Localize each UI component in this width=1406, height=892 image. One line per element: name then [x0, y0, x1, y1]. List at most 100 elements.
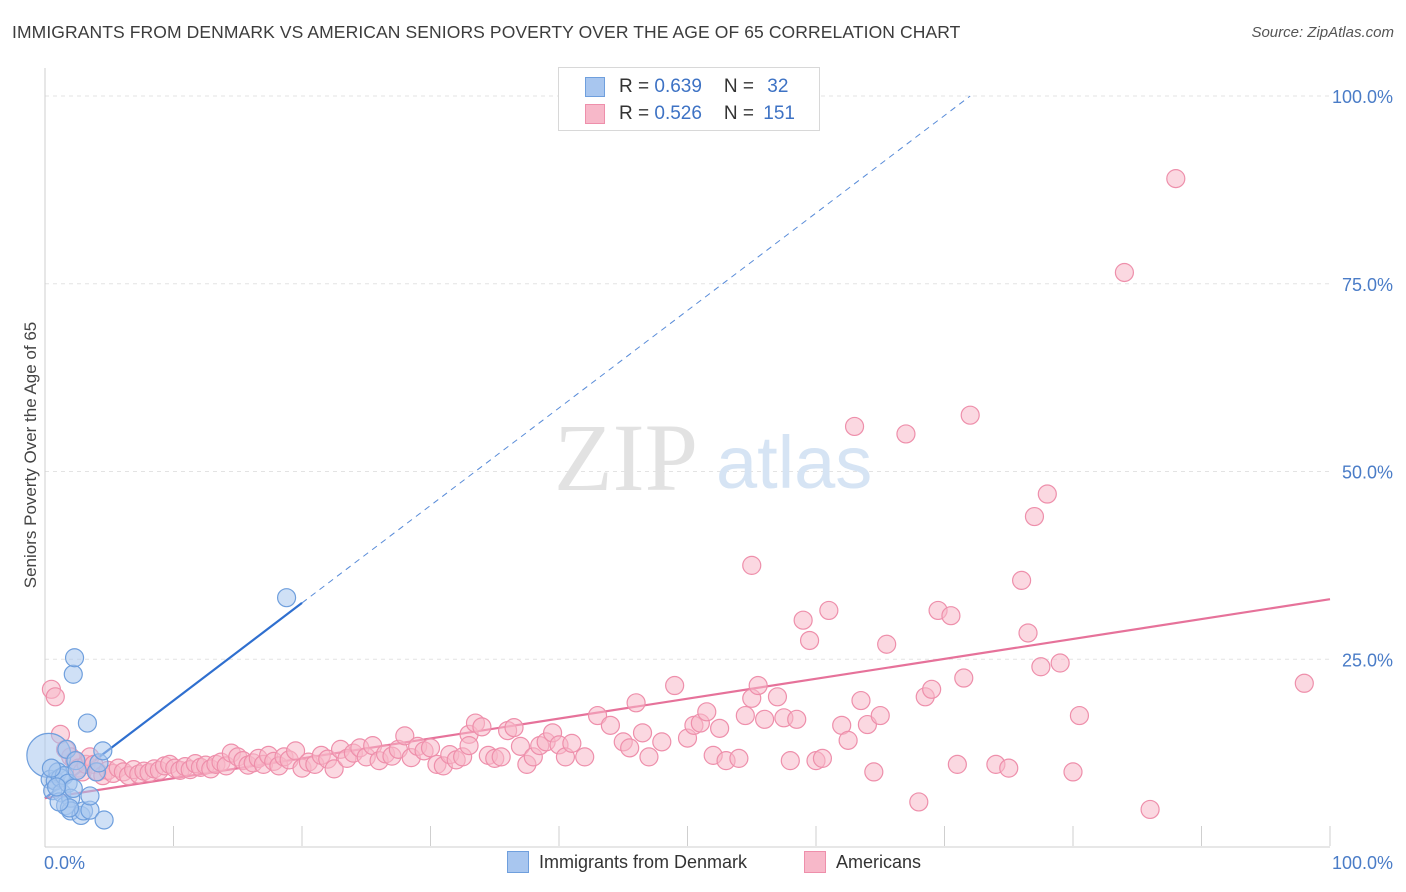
americans-point	[870, 705, 890, 726]
chart-source: Source: ZipAtlas.com	[1251, 24, 1394, 41]
legend-n-label: N =	[723, 103, 760, 124]
legend-row-americans: R = 0.526 N = 151	[585, 101, 795, 127]
x-tick-label: 0.0%	[44, 853, 85, 873]
legend-swatch-denmark	[585, 77, 605, 97]
americans-point	[620, 738, 640, 758]
bottom-legend-swatch-denmark	[507, 851, 529, 873]
denmark-point	[94, 810, 114, 830]
y-tick-label: 75.0%	[1342, 275, 1393, 295]
denmark-point	[93, 741, 113, 761]
chart-title: IMMIGRANTS FROM DENMARK VS AMERICAN SENI…	[12, 22, 961, 42]
americans-point	[1063, 762, 1083, 782]
americans-point	[324, 759, 344, 779]
americans-point	[742, 555, 762, 575]
americans-point	[395, 726, 415, 746]
americans-point	[864, 762, 884, 782]
trend-line-extension	[301, 95, 971, 604]
grid-lines	[45, 95, 1330, 660]
americans-point	[780, 751, 800, 771]
americans-point	[600, 715, 621, 735]
americans-point	[754, 709, 775, 729]
americans-point	[1069, 705, 1090, 726]
americans-point	[472, 717, 492, 737]
data-points	[26, 169, 1314, 830]
americans-point	[697, 702, 717, 722]
americans-point	[45, 687, 65, 707]
x-tick-label: 100.0%	[1332, 853, 1393, 873]
denmark-point	[64, 648, 85, 668]
y-tick-label: 100.0%	[1332, 87, 1393, 107]
americans-point	[748, 675, 768, 696]
legend-r-value: 0.639	[654, 76, 702, 97]
watermark-zip: ZIP	[554, 404, 698, 511]
americans-point	[799, 630, 820, 651]
y-tick-label: 25.0%	[1342, 650, 1393, 670]
americans-point	[652, 732, 672, 752]
americans-point	[838, 730, 858, 750]
legend-n-label: N =	[723, 76, 760, 97]
americans-point	[562, 733, 582, 753]
americans-point	[1024, 506, 1045, 527]
bottom-legend-label-denmark: Immigrants from Denmark	[539, 851, 748, 872]
americans-point	[504, 717, 524, 738]
americans-point	[575, 747, 595, 767]
americans-point	[1140, 799, 1160, 820]
americans-point	[767, 687, 788, 707]
y-tick-label: 50.0%	[1342, 463, 1393, 483]
americans-point	[710, 718, 730, 738]
americans-point	[510, 736, 531, 756]
americans-point	[954, 668, 974, 688]
americans-point	[587, 705, 608, 726]
americans-point	[851, 690, 871, 711]
americans-point	[665, 675, 685, 696]
americans-point	[735, 705, 755, 726]
watermark: ZIP atlas	[554, 404, 872, 511]
americans-point	[1050, 653, 1070, 673]
legend-r-label: R =	[619, 103, 655, 124]
legend-row-denmark: R = 0.639 N = 32	[585, 74, 788, 100]
y-axis-label: Seniors Poverty Over the Age of 65	[21, 322, 40, 588]
americans-point	[632, 723, 653, 743]
americans-point	[896, 424, 916, 444]
watermark-atlas: atlas	[716, 421, 872, 504]
americans-point	[812, 748, 833, 768]
americans-point	[999, 758, 1019, 778]
legend-r-label: R =	[619, 76, 655, 97]
americans-point	[909, 792, 929, 812]
denmark-point	[63, 778, 83, 799]
americans-point	[960, 405, 980, 425]
americans-point	[1294, 673, 1314, 693]
legend-swatch-americans	[585, 104, 605, 124]
americans-point	[941, 606, 961, 626]
americans-point	[1018, 623, 1038, 643]
bottom-legend-americans: Americans	[804, 851, 921, 873]
legend-n-value: 32	[767, 76, 789, 97]
americans-point	[1031, 657, 1051, 677]
americans-point	[793, 610, 813, 630]
denmark-point	[276, 588, 297, 608]
denmark-point	[80, 786, 100, 806]
legend-n-value: 151	[763, 103, 795, 124]
americans-point	[459, 736, 479, 756]
denmark-point	[46, 777, 67, 797]
americans-point	[819, 600, 839, 621]
americans-point	[1011, 570, 1032, 590]
axes	[44, 68, 1331, 848]
denmark-point	[77, 713, 98, 733]
americans-point	[285, 741, 306, 761]
americans-point	[729, 748, 749, 768]
americans-point	[844, 416, 865, 437]
americans-point	[947, 754, 967, 774]
denmark-point	[41, 758, 62, 778]
denmark-point	[63, 664, 83, 684]
americans-point	[420, 738, 441, 758]
bottom-legend-label-americans: Americans	[836, 851, 922, 872]
americans-point	[639, 747, 659, 767]
americans-point	[1037, 484, 1057, 504]
denmark-point	[67, 760, 87, 780]
americans-point	[491, 747, 511, 767]
americans-point	[1114, 262, 1135, 283]
americans-point	[1166, 169, 1186, 189]
tick-labels: 25.0% 50.0% 75.0% 100.0% 0.0% 100.0%	[44, 87, 1393, 873]
